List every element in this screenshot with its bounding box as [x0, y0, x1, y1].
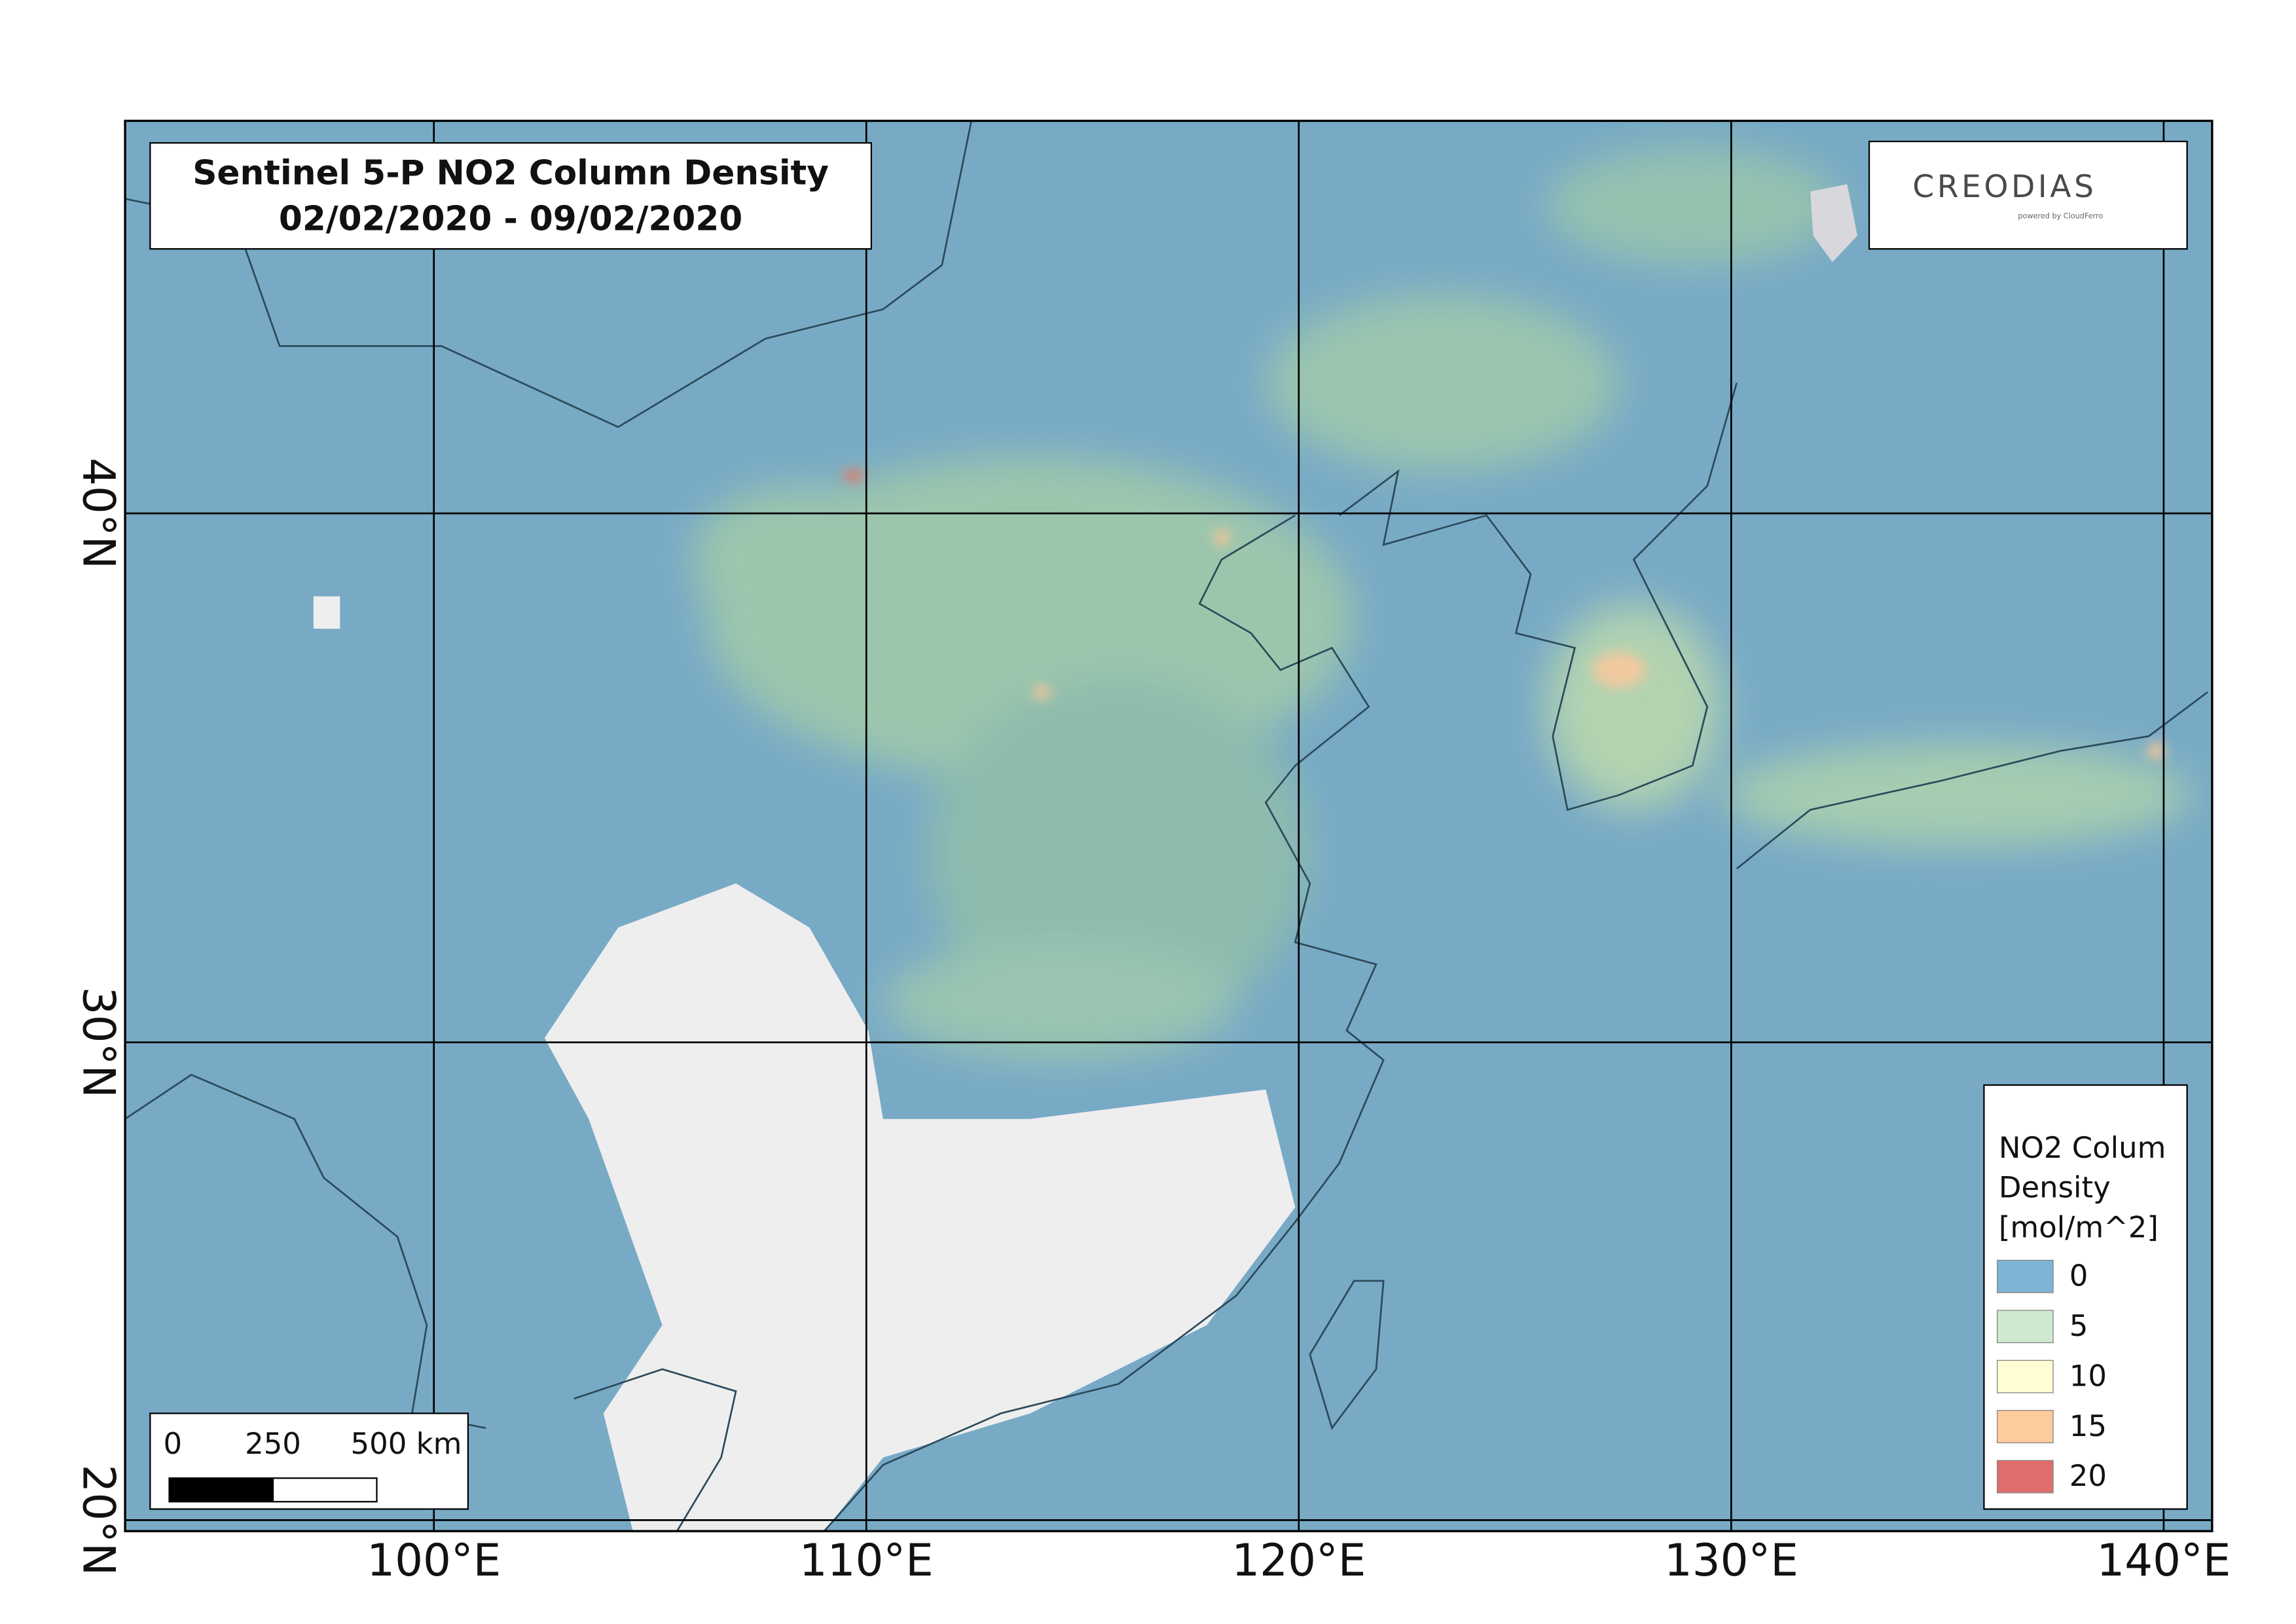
- scale-label: 0: [164, 1426, 183, 1461]
- y-tick-label: 30°N: [73, 987, 125, 1098]
- x-tick-label: 130°E: [1664, 1534, 1798, 1586]
- legend-label: 5: [2069, 1308, 2088, 1343]
- subtitle: 02/02/2020 - 09/02/2020: [279, 199, 742, 238]
- scale-label: 250: [245, 1426, 301, 1461]
- x-tick-label: 110°E: [799, 1534, 934, 1586]
- title: Sentinel 5-P NO2 Column Density: [192, 154, 829, 193]
- logo-name: CREODIAS: [1912, 169, 2096, 205]
- x-tick-label: 100°E: [367, 1534, 501, 1586]
- y-tick-label: 20°N: [73, 1464, 125, 1576]
- title-box: [149, 142, 872, 250]
- map-frame: [124, 119, 2214, 1532]
- legend-swatch: [1996, 1359, 2054, 1393]
- x-tick-label: 140°E: [2096, 1534, 2231, 1586]
- legend-swatch: [1996, 1410, 2054, 1443]
- legend-title: [mol/m^2]: [1999, 1209, 2159, 1244]
- x-tick-label: 120°E: [1231, 1534, 1366, 1586]
- scale-segment: [272, 1477, 378, 1503]
- legend-swatch: [1996, 1460, 2054, 1494]
- legend-swatch: [1996, 1310, 2054, 1344]
- y-tick-label: 40°N: [73, 458, 125, 569]
- legend-title: Density: [1999, 1170, 2111, 1205]
- legend: NO2 Colum Density [mol/m^2] 0 5 10 15 20: [1996, 1130, 2166, 1494]
- legend-label: 0: [2069, 1259, 2088, 1293]
- legend-label: 20: [2069, 1458, 2107, 1493]
- legend-title: NO2 Colum: [1999, 1130, 2166, 1165]
- legend-label: 15: [2069, 1409, 2107, 1443]
- logo-tagline: powered by CloudFerro: [2018, 212, 2103, 221]
- scale-bar: 0 250 500 km: [164, 1426, 462, 1503]
- map-image: [125, 120, 2212, 1532]
- legend-swatch: [1996, 1259, 2054, 1293]
- scale-segment: [168, 1477, 274, 1503]
- graticule: 100°E 110°E 120°E 130°E 140°E 20°N 30°N 40°N: [73, 120, 2231, 1586]
- scale-label: 500 km: [351, 1426, 462, 1461]
- logo-box: [1868, 140, 2188, 250]
- legend-label: 10: [2069, 1358, 2107, 1393]
